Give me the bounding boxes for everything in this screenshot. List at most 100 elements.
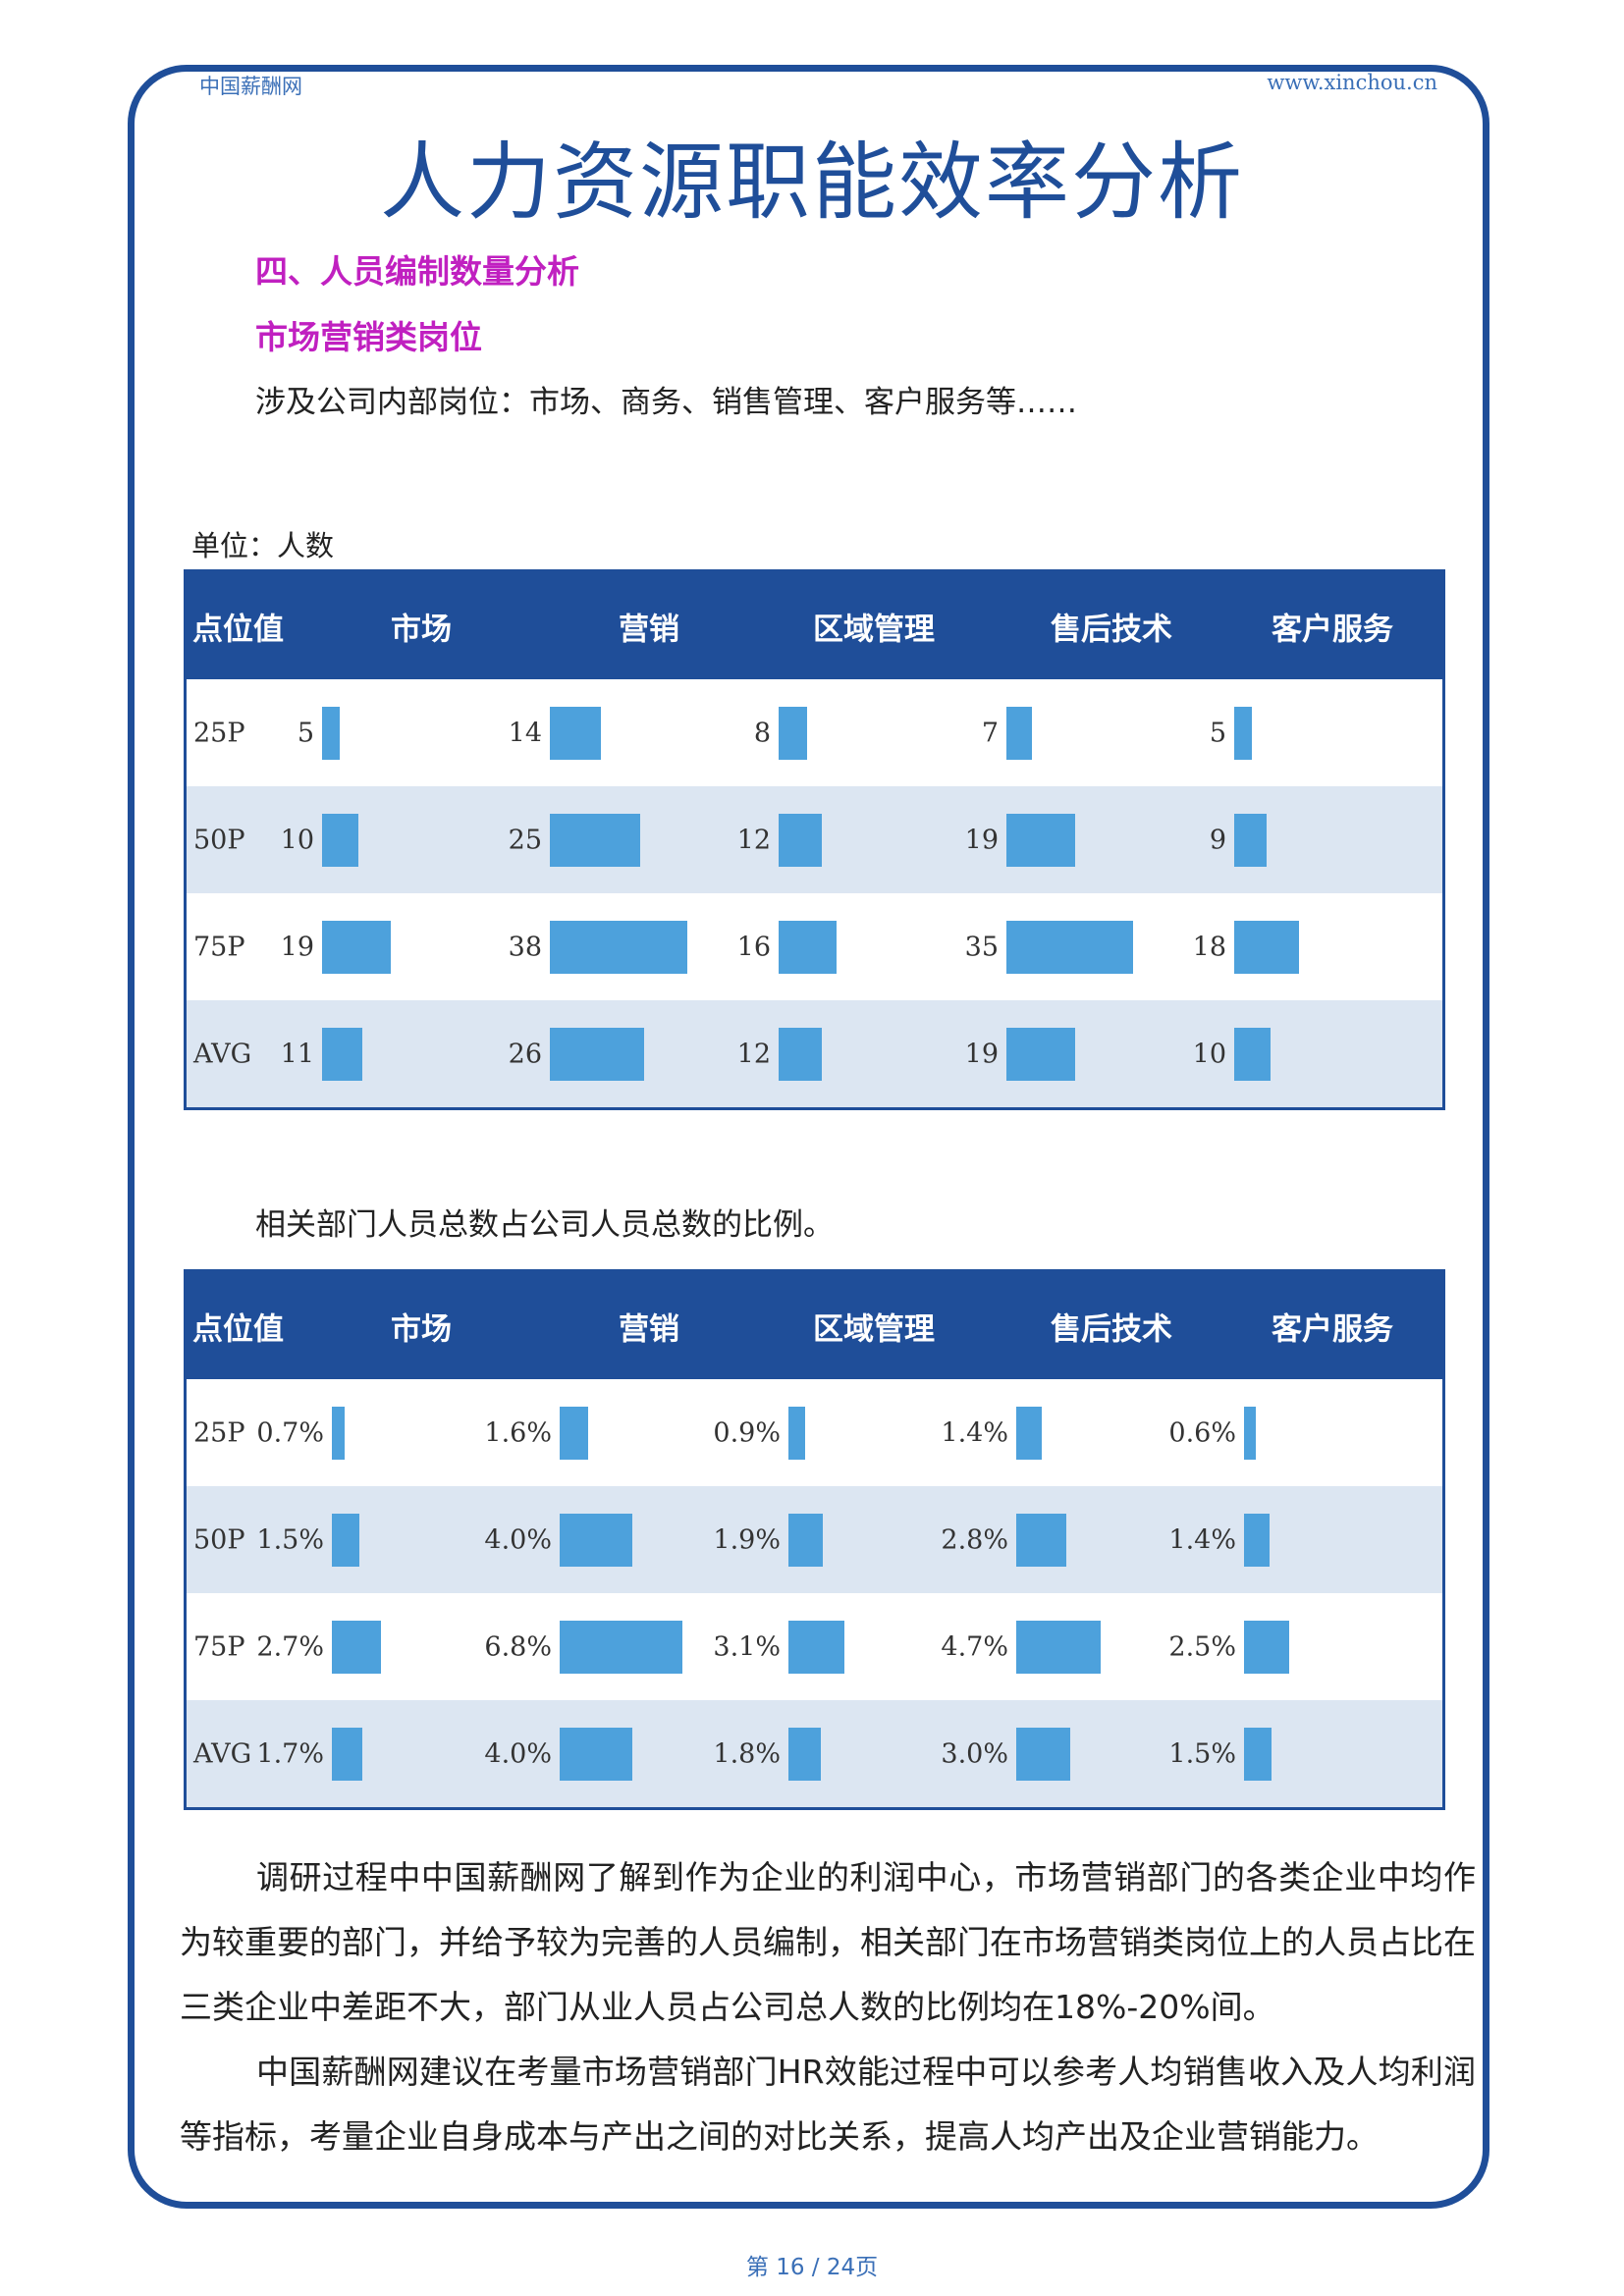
- cell-value: 5: [297, 718, 314, 748]
- data-bar: [1244, 1513, 1270, 1567]
- cell-value: 19: [964, 825, 999, 855]
- table-row: 50P 10 25 12 19 9: [187, 786, 1442, 893]
- cell-value: 0.6%: [1168, 1417, 1236, 1448]
- cell-value: 9: [1209, 825, 1226, 855]
- cell-value: 3.1%: [713, 1631, 781, 1662]
- data-bar: [1234, 813, 1267, 867]
- table-row: AVG 1.7% 4.0% 1.8% 3.0% 1.5%: [187, 1700, 1442, 1807]
- table-row: 50P 1.5% 4.0% 1.9% 2.8% 1.4%: [187, 1486, 1442, 1593]
- column-header: 市场: [391, 1311, 452, 1347]
- data-bar: [550, 813, 640, 867]
- column-header: 客户服务: [1272, 1311, 1393, 1347]
- column-header: 区域管理: [813, 612, 935, 647]
- data-bar: [779, 920, 837, 974]
- ratio-caption: 相关部门人员总数占公司人员总数的比例。: [255, 1207, 834, 1243]
- table-row: 25P 0.7% 1.6% 0.9% 1.4% 0.6%: [187, 1379, 1442, 1486]
- column-header: 售后技术: [1051, 612, 1172, 647]
- ratio-table: 点位值 市场 营销 区域管理 售后技术 客户服务 25P 0.7% 1.6% 0.9% 1.4% 0.…: [184, 1269, 1445, 1810]
- data-bar: [550, 706, 601, 760]
- cell-value: 2.5%: [1168, 1631, 1236, 1662]
- cell-value: 5: [1209, 718, 1226, 748]
- data-bar: [1006, 1027, 1075, 1081]
- data-bar: [332, 1406, 345, 1460]
- data-bar: [1244, 1406, 1256, 1460]
- cell-value: 1.6%: [484, 1417, 552, 1448]
- section-heading: 四、人员编制数量分析: [255, 252, 579, 291]
- column-header: 营销: [619, 1311, 679, 1347]
- cell-value: 3.0%: [941, 1738, 1008, 1769]
- cell-value: 2.8%: [941, 1524, 1008, 1555]
- column-header: 客户服务: [1272, 612, 1393, 647]
- data-bar: [779, 813, 822, 867]
- cell-value: 1.9%: [713, 1524, 781, 1555]
- data-bar: [560, 1513, 632, 1567]
- data-bar: [560, 1727, 632, 1781]
- cell-value: 10: [1192, 1039, 1226, 1069]
- row-label: 50P: [193, 1524, 245, 1555]
- data-bar: [788, 1406, 805, 1460]
- data-bar: [788, 1620, 844, 1674]
- data-bar: [1234, 920, 1299, 974]
- unit-label: 单位：人数: [191, 529, 335, 562]
- data-bar: [1006, 920, 1133, 974]
- table-row: AVG 11 26 12 19 10: [187, 1000, 1442, 1107]
- cell-value: 14: [508, 718, 542, 748]
- data-bar: [322, 1027, 362, 1081]
- cell-value: 6.8%: [484, 1631, 552, 1662]
- paragraph-1: 调研过程中中国薪酬网了解到作为企业的利润中心，市场营销部门的各类企业中均作为较重…: [180, 1858, 1476, 2026]
- cell-value: 0.7%: [256, 1417, 324, 1448]
- document-title: 人力资源职能效率分析: [380, 133, 1244, 232]
- column-header: 市场: [391, 612, 452, 647]
- data-bar: [332, 1727, 362, 1781]
- cell-value: 18: [1192, 932, 1226, 962]
- cell-value: 1.5%: [256, 1524, 324, 1555]
- data-bar: [1016, 1406, 1042, 1460]
- data-bar: [550, 920, 687, 974]
- data-bar: [560, 1620, 682, 1674]
- header-label: 点位值: [192, 1311, 284, 1347]
- column-header: 营销: [619, 612, 679, 647]
- cell-value: 10: [280, 825, 314, 855]
- site-name: 中国薪酬网: [199, 75, 302, 98]
- cell-value: 1.4%: [941, 1417, 1008, 1448]
- table-header: 点位值 市场 营销 区域管理 售后技术 客户服务: [187, 1272, 1442, 1379]
- row-label: 25P: [193, 1417, 245, 1448]
- column-header: 售后技术: [1051, 1311, 1172, 1347]
- cell-value: 4.7%: [941, 1631, 1008, 1662]
- data-bar: [1016, 1727, 1070, 1781]
- row-label: AVG: [193, 1039, 252, 1069]
- cell-value: 2.7%: [256, 1631, 324, 1662]
- row-label: 25P: [193, 718, 245, 748]
- data-bar: [779, 1027, 822, 1081]
- data-bar: [1244, 1727, 1272, 1781]
- cell-value: 8: [753, 718, 771, 748]
- site-url[interactable]: www.xinchou.cn: [1267, 71, 1437, 94]
- data-bar: [550, 1027, 644, 1081]
- cell-value: 4.0%: [484, 1524, 552, 1555]
- table-row: 25P 5 14 8 7 5: [187, 679, 1442, 786]
- cell-value: 35: [964, 932, 999, 962]
- header-label: 点位值: [192, 612, 284, 647]
- data-bar: [322, 920, 391, 974]
- headcount-table: 点位值 市场 营销 区域管理 售后技术 客户服务 25P 5 14 8 7 5 50P 10 25 12 19 9…: [184, 569, 1445, 1110]
- data-bar: [1234, 1027, 1271, 1081]
- cell-value: 1.4%: [1168, 1524, 1236, 1555]
- row-label: 50P: [193, 825, 245, 855]
- table-header: 点位值 市场 营销 区域管理 售后技术 客户服务: [187, 572, 1442, 679]
- data-bar: [1016, 1620, 1101, 1674]
- cell-value: 11: [280, 1039, 314, 1069]
- cell-value: 1.8%: [713, 1738, 781, 1769]
- data-bar: [788, 1727, 821, 1781]
- cell-value: 12: [736, 1039, 771, 1069]
- table-row: 75P 2.7% 6.8% 3.1% 4.7% 2.5%: [187, 1593, 1442, 1700]
- data-bar: [1016, 1513, 1066, 1567]
- data-bar: [332, 1513, 359, 1567]
- intro-text: 涉及公司内部岗位：市场、商务、销售管理、客户服务等……: [255, 385, 1077, 420]
- cell-value: 12: [736, 825, 771, 855]
- data-bar: [322, 813, 358, 867]
- cell-value: 7: [981, 718, 999, 748]
- paragraph-2: 中国薪酬网建议在考量市场营销部门HR效能过程中可以参考人均销售收入及人均利润等指…: [180, 2053, 1476, 2156]
- data-bar: [332, 1620, 381, 1674]
- cell-value: 38: [508, 932, 542, 962]
- cell-value: 25: [508, 825, 542, 855]
